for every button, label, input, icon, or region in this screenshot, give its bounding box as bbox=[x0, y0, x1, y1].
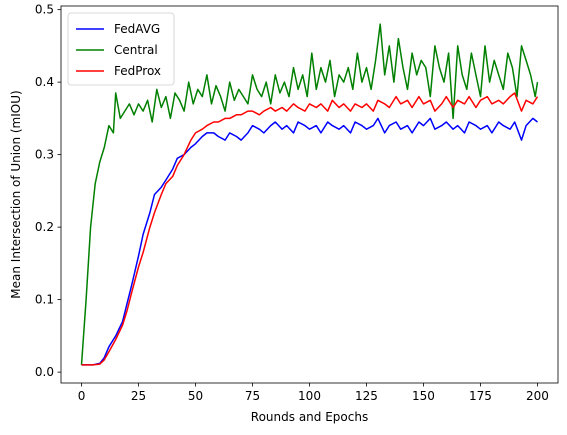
x-axis: 0 25 50 75 100 125 150 175 200 bbox=[78, 383, 549, 403]
y-axis-label: Mean Intersection of Union (mIOU) bbox=[9, 90, 23, 298]
y-tick-label: 0.5 bbox=[35, 3, 54, 17]
series-line-fedprox bbox=[81, 92, 539, 366]
legend-label-central: Central bbox=[114, 43, 158, 57]
series-line-central bbox=[80, 23, 539, 365]
legend-box bbox=[67, 12, 175, 86]
x-tick-label: 200 bbox=[526, 389, 549, 403]
x-tick-label: 25 bbox=[131, 389, 146, 403]
legend: FedAVG Central FedProx bbox=[67, 12, 175, 86]
x-axis-label: Rounds and Epochs bbox=[251, 410, 368, 424]
x-tick-label: 50 bbox=[188, 389, 203, 403]
legend-label-fedprox: FedProx bbox=[114, 64, 161, 78]
y-tick-label: 0.3 bbox=[35, 148, 54, 162]
x-tick-label: 75 bbox=[245, 389, 260, 403]
legend-label-fedavg: FedAVG bbox=[114, 22, 160, 36]
y-tick-label: 0.4 bbox=[35, 75, 54, 89]
series-line-fedavg bbox=[81, 117, 538, 366]
y-tick-label: 0.0 bbox=[35, 365, 54, 379]
series-layer bbox=[80, 23, 539, 366]
y-tick-label: 0.1 bbox=[35, 293, 54, 307]
y-tick-label: 0.2 bbox=[35, 220, 54, 234]
x-tick-label: 100 bbox=[298, 389, 321, 403]
x-tick-label: 125 bbox=[355, 389, 378, 403]
x-tick-label: 175 bbox=[469, 389, 492, 403]
y-axis: 0.0 0.1 0.2 0.3 0.4 0.5 bbox=[35, 3, 61, 379]
x-tick-label: 0 bbox=[78, 389, 86, 403]
x-tick-label: 150 bbox=[412, 389, 435, 403]
